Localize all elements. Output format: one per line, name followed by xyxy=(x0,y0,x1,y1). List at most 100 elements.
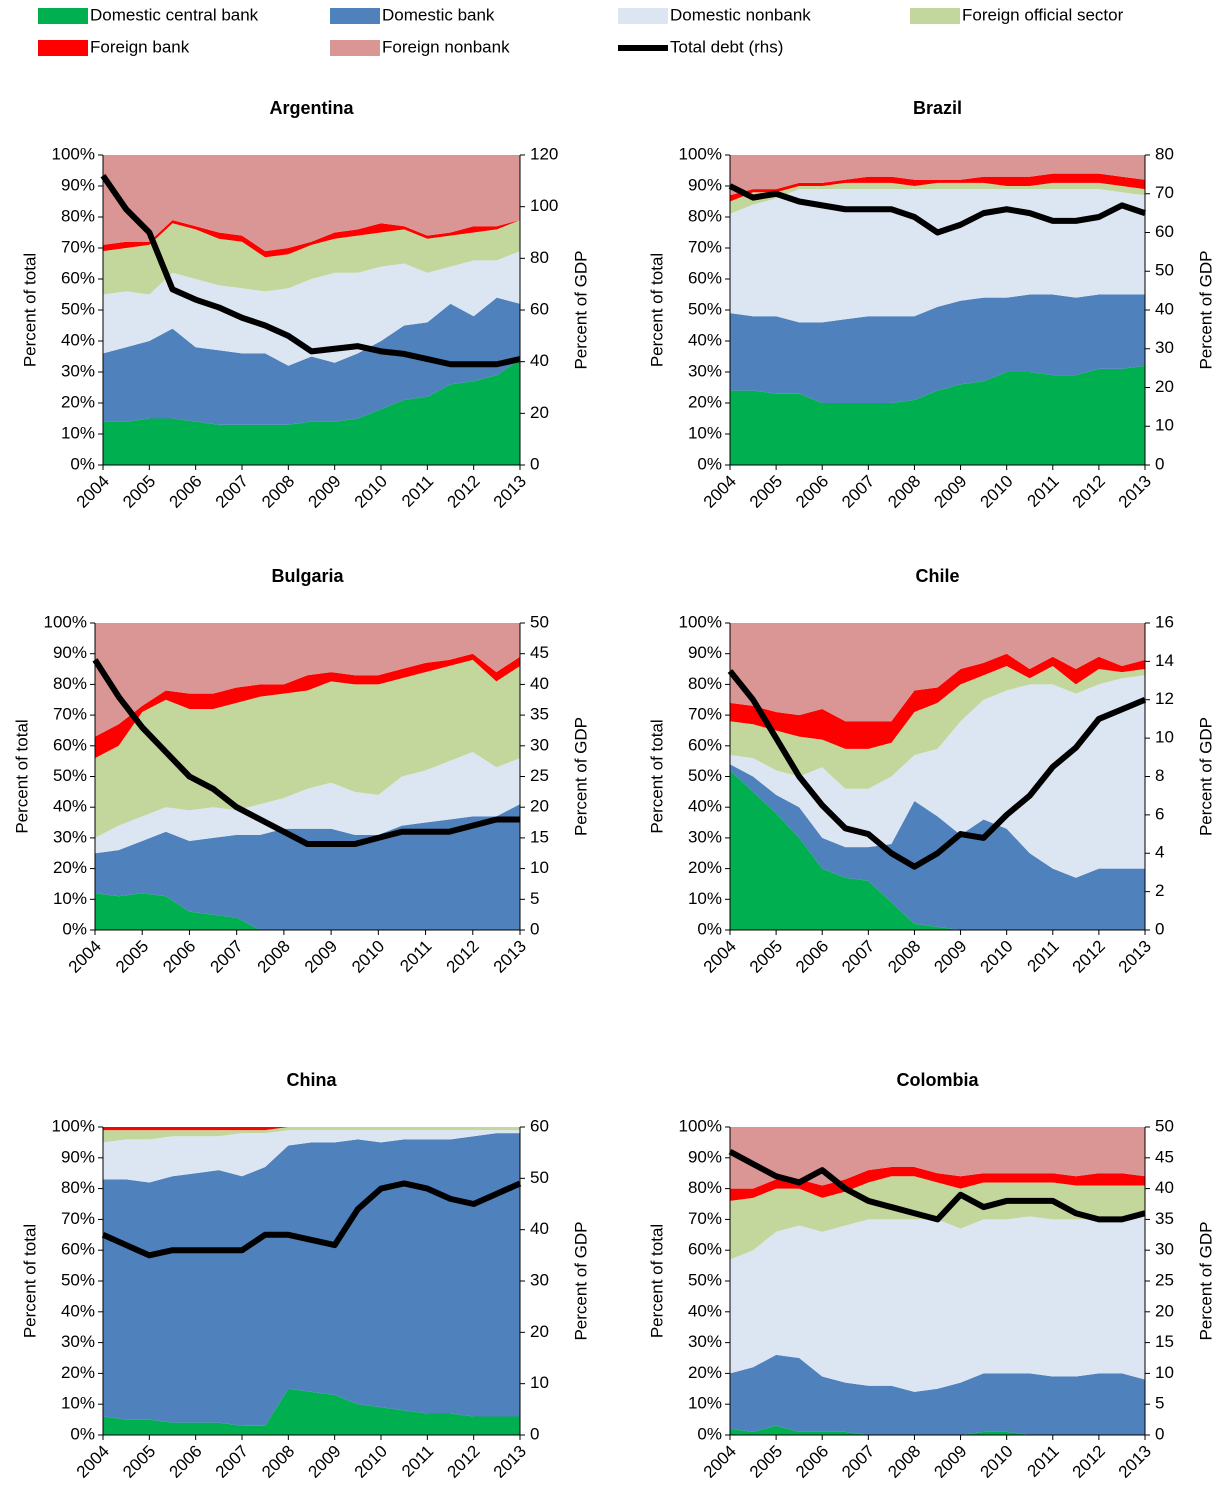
y-tick-label: 100% xyxy=(679,1116,722,1135)
x-tick-label: 2012 xyxy=(443,472,483,512)
x-tick-label: 2004 xyxy=(700,472,740,512)
x-tick-label: 2008 xyxy=(884,937,924,977)
area: Domestic bank xyxy=(730,764,1145,930)
x-tick-label: 2011 xyxy=(1023,472,1062,511)
y-tick-label: 0% xyxy=(697,1424,722,1443)
area: Domestic central bank xyxy=(95,893,520,930)
x-tick-label: 2006 xyxy=(165,1442,205,1482)
area: Domestic central bank xyxy=(103,359,520,465)
x-tick-label: 2009 xyxy=(930,937,970,977)
y2-tick-label: 12 xyxy=(1155,689,1174,708)
y2-tick-label: 20 xyxy=(530,403,549,422)
y2-tick-label: 60 xyxy=(1155,222,1174,241)
y-axis-label: Percent of total xyxy=(647,1224,666,1338)
y-tick-label: 60% xyxy=(688,1240,722,1259)
y2-tick-label: 0 xyxy=(530,454,539,473)
x-tick-label: 2010 xyxy=(976,937,1016,977)
x-tick-label: 2013 xyxy=(1115,472,1155,512)
y-tick-label: 90% xyxy=(61,175,95,194)
area: Foreign bank xyxy=(103,1127,520,1131)
y2-tick-label: 0 xyxy=(1155,454,1164,473)
y-tick-label: 70% xyxy=(53,705,87,724)
y-tick-label: 40% xyxy=(688,330,722,349)
y-tick-label: 80% xyxy=(688,206,722,225)
y-tick-label: 90% xyxy=(688,1147,722,1166)
y-tick-label: 50% xyxy=(688,299,722,318)
y-tick-label: 30% xyxy=(61,361,95,380)
x-tick-label: 2010 xyxy=(976,1442,1016,1482)
area: Foreign nonbank xyxy=(730,1127,1145,1189)
x-tick-label: 2005 xyxy=(119,1442,159,1482)
y-axis-label: Percent of total xyxy=(12,719,31,833)
x-tick-label: 2005 xyxy=(746,937,786,977)
y-tick-label: 40% xyxy=(688,797,722,816)
area: Domestic nonbank xyxy=(95,751,520,854)
y-tick-label: 70% xyxy=(688,237,722,256)
area: Domestic bank xyxy=(103,297,520,425)
x-tick-label: 2008 xyxy=(258,472,298,512)
y2-axis-label: Percent of GDP xyxy=(1196,250,1215,369)
area: Foreign nonbank xyxy=(730,155,1145,196)
area: Domestic nonbank xyxy=(730,189,1145,323)
area: Domestic nonbank xyxy=(103,251,520,366)
y2-tick-label: 60 xyxy=(530,299,549,318)
y-tick-label: 40% xyxy=(61,330,95,349)
x-tick-label: 2010 xyxy=(351,472,391,512)
x-tick-label: 2007 xyxy=(212,472,252,512)
x-tick-label: 2005 xyxy=(746,472,786,512)
y2-tick-label: 45 xyxy=(1155,1147,1174,1166)
y-tick-label: 90% xyxy=(688,175,722,194)
y-tick-label: 40% xyxy=(688,1301,722,1320)
y2-tick-label: 16 xyxy=(1155,612,1174,631)
y2-tick-label: 30 xyxy=(1155,1240,1174,1259)
area: Domestic central bank xyxy=(730,365,1145,465)
x-tick-label: 2012 xyxy=(443,1442,483,1482)
y2-tick-label: 5 xyxy=(1155,1394,1164,1413)
x-tick-label: 2008 xyxy=(884,1442,924,1482)
legend-label: Domestic nonbank xyxy=(670,5,811,24)
line: Total debt (rhs) xyxy=(727,669,1147,870)
y2-tick-label: 40 xyxy=(530,674,549,693)
x-tick-label: 2006 xyxy=(159,937,199,977)
area: Domestic bank xyxy=(730,294,1145,403)
x-tick-label: 2005 xyxy=(746,1442,786,1482)
panel-title: Brazil xyxy=(913,98,962,118)
y2-axis-label: Percent of GDP xyxy=(1196,717,1215,836)
y2-tick-label: 10 xyxy=(530,858,549,877)
y-tick-label: 40% xyxy=(61,1301,95,1320)
legend-label: Total debt (rhs) xyxy=(670,37,783,56)
area: Domestic nonbank xyxy=(103,1130,520,1183)
x-tick-label: 2005 xyxy=(119,472,159,512)
y2-axis-label: Percent of GDP xyxy=(1196,1221,1215,1340)
area: Foreign bank xyxy=(730,653,1145,749)
area: Foreign official sector xyxy=(103,1127,520,1143)
y-tick-label: 0% xyxy=(70,454,95,473)
area: Foreign nonbank xyxy=(95,623,520,737)
y-tick-label: 10% xyxy=(61,1394,95,1413)
x-tick-label: 2006 xyxy=(165,472,205,512)
y2-tick-label: 4 xyxy=(1155,843,1164,862)
y2-tick-label: 25 xyxy=(530,766,549,785)
y-tick-label: 10% xyxy=(61,423,95,442)
x-tick-label: 2008 xyxy=(254,937,294,977)
x-tick-label: 2007 xyxy=(212,1442,252,1482)
y-tick-label: 100% xyxy=(679,612,722,631)
y-tick-label: 50% xyxy=(688,766,722,785)
x-tick-label: 2011 xyxy=(396,937,435,976)
y2-tick-label: 50 xyxy=(530,612,549,631)
y-axis-label: Percent of total xyxy=(647,253,666,367)
line: Total debt (rhs) xyxy=(100,173,521,368)
y2-tick-label: 5 xyxy=(530,889,539,908)
x-tick-label: 2004 xyxy=(700,937,740,977)
y-tick-label: 70% xyxy=(688,1209,722,1228)
y2-tick-label: 20 xyxy=(1155,377,1174,396)
y-tick-label: 20% xyxy=(688,1363,722,1382)
x-tick-label: 2012 xyxy=(1069,1442,1109,1482)
y2-tick-label: 40 xyxy=(530,351,549,370)
y2-tick-label: 50 xyxy=(1155,261,1174,280)
x-tick-label: 2011 xyxy=(1023,1442,1062,1481)
y-tick-label: 80% xyxy=(53,674,87,693)
y-tick-label: 30% xyxy=(688,827,722,846)
y2-tick-label: 50 xyxy=(1155,1116,1174,1135)
